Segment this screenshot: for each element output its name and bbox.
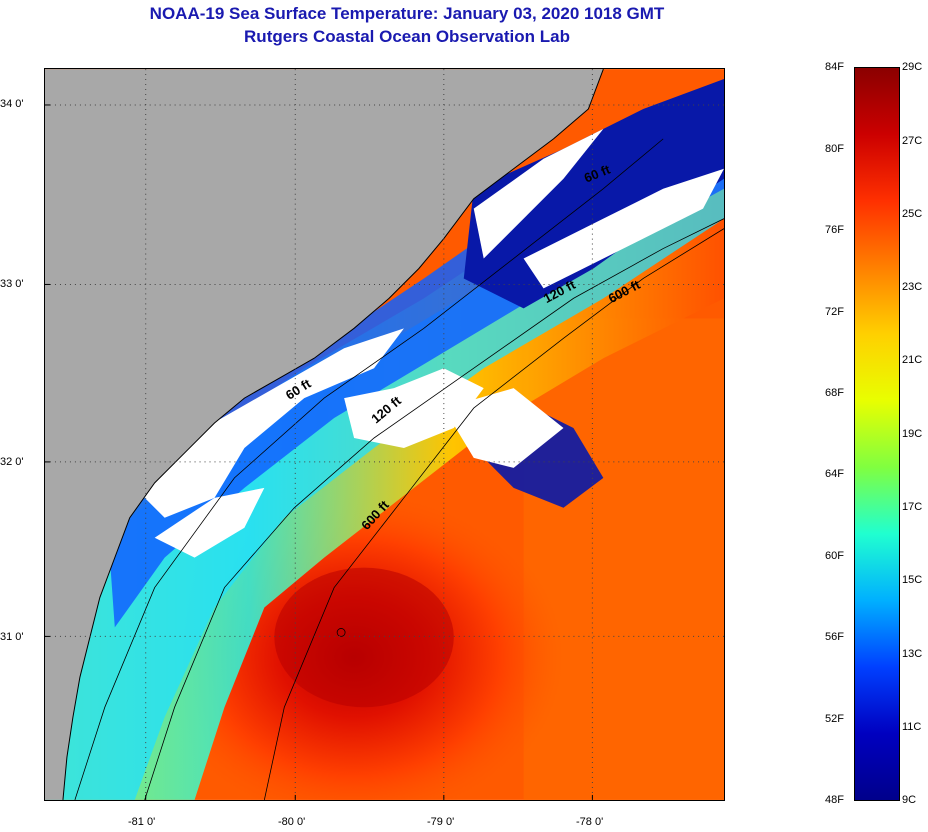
cb-f-64: 64F xyxy=(825,468,844,480)
cloud-nearshore xyxy=(134,328,404,518)
contour-120ft xyxy=(144,218,724,800)
chart-subtitle: Rutgers Coastal Ocean Observation Lab xyxy=(244,27,570,46)
cb-f-76: 76F xyxy=(825,224,844,236)
cb-c-11: 11C xyxy=(902,721,922,733)
cb-f-84: 84F xyxy=(825,61,844,73)
lat-label-31: 31 0' xyxy=(0,631,24,643)
cb-f-80: 80F xyxy=(825,143,844,155)
cb-c-9: 9C xyxy=(902,794,917,806)
cb-c-27: 27C xyxy=(902,135,923,147)
cb-c-21: 21C xyxy=(902,354,923,366)
cb-c-23: 23C xyxy=(902,281,923,293)
cloud-ne xyxy=(523,168,724,289)
warm-core-inner xyxy=(274,567,454,708)
lon-label-80: -80 0' xyxy=(278,816,306,828)
contour-600ft xyxy=(263,228,724,800)
cb-c-19: 19C xyxy=(902,428,923,440)
coastal-cyan xyxy=(45,158,724,800)
cb-f-48: 48F xyxy=(825,794,844,806)
lat-label-32: 32 0' xyxy=(0,456,24,468)
coastline xyxy=(62,69,604,800)
coastal-navy xyxy=(463,79,724,309)
cloud-lower xyxy=(154,487,265,558)
chart-title: NOAA-19 Sea Surface Temperature: January… xyxy=(149,4,665,23)
cb-f-72: 72F xyxy=(825,306,844,318)
lon-label-79: -79 0' xyxy=(427,816,455,828)
cb-f-52: 52F xyxy=(825,713,844,725)
cloud-north xyxy=(473,128,604,259)
cb-c-13: 13C xyxy=(902,648,923,660)
lat-label-33: 33 0' xyxy=(0,278,24,290)
cb-f-68: 68F xyxy=(825,387,844,399)
cb-c-29: 29C xyxy=(902,61,923,73)
grid xyxy=(45,69,724,800)
ocean-east-band xyxy=(523,318,724,800)
cb-f-60: 60F xyxy=(825,550,844,562)
contour-60ft xyxy=(74,138,664,800)
lon-label-78: -78 0' xyxy=(576,816,604,828)
cb-c-15: 15C xyxy=(902,574,923,586)
sst-map: 60 ft 120 ft 600 ft 60 ft 120 ft 600 ft xyxy=(44,68,725,801)
cb-c-17: 17C xyxy=(902,501,923,513)
contour-ring xyxy=(336,628,346,637)
axis-ticks xyxy=(45,104,593,800)
temperature-colorbar xyxy=(854,67,900,801)
lon-label-81: -81 0' xyxy=(128,816,156,828)
lat-label-34: 34 0' xyxy=(0,98,24,110)
cb-f-56: 56F xyxy=(825,631,844,643)
land xyxy=(45,69,604,800)
cloud-mid xyxy=(344,368,484,448)
cb-c-25: 25C xyxy=(902,208,923,220)
